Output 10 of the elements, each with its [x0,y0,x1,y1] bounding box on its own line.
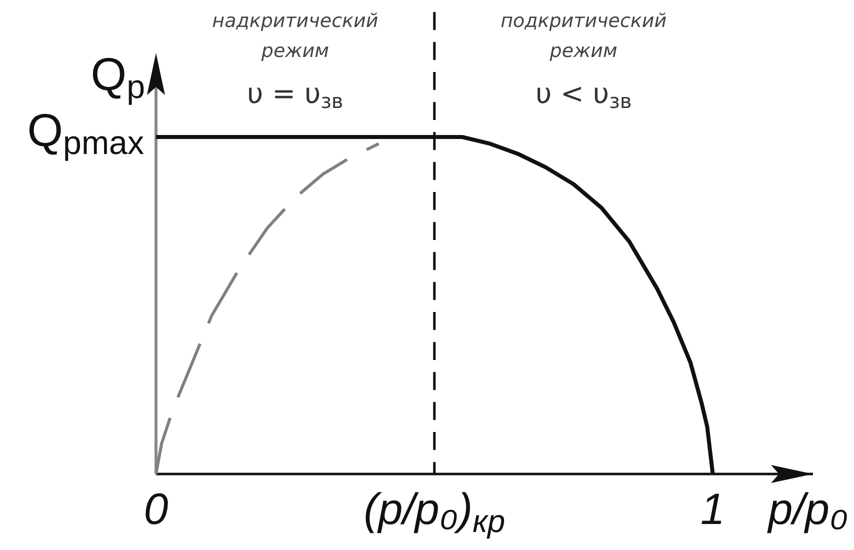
x-axis-title: p/p₀ [768,485,848,534]
x-tick-label: 1 [700,485,726,534]
y-axis-title: Q$_{p}$ [90,48,145,106]
annotation: Q$_{pmax}$ [27,104,144,162]
text: подкритический режим [500,9,668,64]
x-tick-label: 0 [144,485,168,534]
text: υ = υ$_{зв}$ [247,76,344,114]
text: надкритический режим [211,9,380,64]
text: υ < υ$_{зв}$ [535,76,632,114]
x-tick-label: (p/p₀)$_{кр}$ [364,485,506,539]
